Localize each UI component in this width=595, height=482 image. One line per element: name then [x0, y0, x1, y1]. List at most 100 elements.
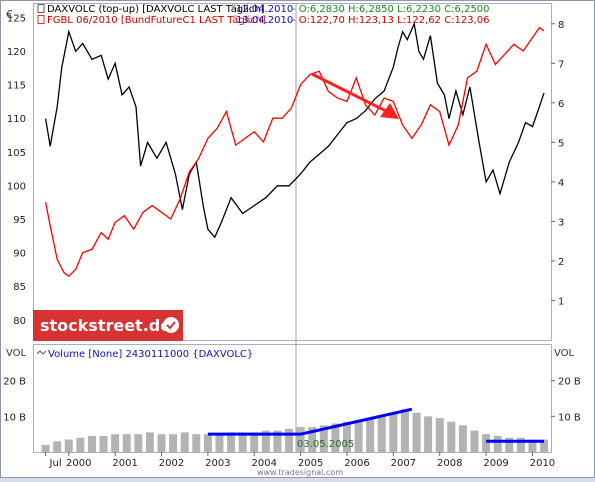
- x-tick-label: 2001: [112, 458, 137, 469]
- x-tick-label: 2002: [159, 458, 184, 469]
- volume-bar: [238, 432, 247, 452]
- volume-bar: [64, 439, 73, 452]
- right-tick-label: 6: [558, 99, 564, 110]
- price-series: [44, 21, 545, 278]
- volume-bar: [435, 418, 444, 452]
- x-tick-label: 2004: [252, 458, 277, 469]
- right-tick-label: 2: [558, 257, 564, 268]
- volume-bar: [285, 428, 294, 452]
- volume-bar: [203, 434, 212, 452]
- volume-bar: [458, 425, 467, 452]
- volume-bar: [76, 437, 85, 452]
- x-axis: Jul 2000 2001 2002 2003 2004 2005 2006 2007 2008 2…: [45, 452, 555, 469]
- volume-bar: [412, 412, 421, 452]
- x-tick-label: 2000: [66, 458, 91, 469]
- legend-marker-daxvolc-icon: [37, 4, 45, 13]
- x-tick-label: 2009: [483, 458, 508, 469]
- currency-unit-label: €: [6, 8, 13, 21]
- vol-tick-label-right: 10 B: [558, 412, 581, 423]
- right-tick-label: 8: [558, 20, 564, 31]
- check-badge-icon: [163, 317, 179, 333]
- series-line-fgbl: [44, 26, 545, 278]
- volume-bar: [145, 432, 154, 452]
- left-tick-label: 120: [7, 47, 26, 58]
- volume-bar: [354, 419, 363, 452]
- volume-trendlines: [207, 407, 545, 443]
- x-tick-label: 2003: [205, 458, 230, 469]
- volume-bar: [540, 439, 549, 452]
- arrow-shaft: [311, 72, 389, 114]
- volume-bar: [389, 412, 398, 452]
- volume-bar: [169, 434, 178, 452]
- left-tick-label: 90: [13, 249, 26, 260]
- x-tick-label: 2007: [391, 458, 416, 469]
- volume-bar: [516, 437, 525, 452]
- legend: DAXVOLC (top-up) [DAXVOLC LAST Täglich] …: [36, 4, 490, 360]
- arrow-head-icon: [380, 103, 399, 119]
- legend-volume: Volume [None] 2430111000 {DAXVOLC}: [48, 349, 253, 360]
- series-line-daxvolc: [44, 21, 545, 239]
- right-tick-label: 4: [558, 178, 564, 189]
- legend-marker-fgbl-icon: [37, 15, 45, 24]
- volume-bar: [366, 418, 375, 452]
- volume-bar: [122, 434, 131, 452]
- footer-source: www.tradesignal.com: [257, 468, 343, 477]
- volume-bar: [87, 435, 96, 452]
- volume-bar: [470, 430, 479, 452]
- volume-bar: [192, 434, 201, 452]
- legend-daxvolc-name: DAXVOLC (top-up) [DAXVOLC LAST Täglich]: [47, 4, 265, 15]
- volume-bar: [41, 444, 50, 452]
- volume-bar: [273, 430, 282, 452]
- volume-bar: [53, 441, 62, 452]
- x-tick-label: 2010: [530, 458, 555, 469]
- logo-text: stockstreet.de: [40, 316, 171, 335]
- annotation-date-label: 03.05.2005: [297, 439, 354, 450]
- volume-bar: [377, 416, 386, 452]
- volume-bars: [41, 409, 549, 452]
- volume-trendline: [300, 407, 413, 436]
- volume-bar: [505, 437, 514, 452]
- volume-bar: [400, 409, 409, 452]
- right-tick-label: 3: [558, 217, 564, 228]
- volume-bar: [180, 432, 189, 452]
- volume-bar: [111, 434, 120, 452]
- price-pane: [33, 3, 552, 341]
- legend-fgbl-date: 13.04.2010: [236, 15, 293, 26]
- left-tick-label: 110: [7, 114, 26, 125]
- legend-daxvolc-quote: - O:6,2830 H:6,2850 L:6,2230 C:6,2500: [292, 4, 490, 15]
- check-mark-icon: [166, 321, 176, 330]
- legend-daxvolc-date: 12.04.2010: [236, 4, 293, 15]
- volume-bar: [342, 421, 351, 452]
- volume-bar: [447, 421, 456, 452]
- volume-bar: [424, 416, 433, 452]
- volume-bar: [296, 427, 305, 452]
- volume-bar: [215, 434, 224, 452]
- vol-label-left: VOL: [6, 348, 27, 359]
- volume-bar: [99, 435, 108, 452]
- right-axis: 8 7 6 5 4 3 2 1: [551, 20, 564, 307]
- volume-bar: [493, 435, 502, 452]
- volume-axis: 20 B 20 B 10 B 10 B: [3, 377, 581, 424]
- left-tick-label: 95: [13, 215, 26, 226]
- left-axis: 125 120 115 110 105 100 95 90 85 80: [7, 13, 26, 326]
- right-tick-label: 1: [558, 296, 564, 307]
- volume-bar: [528, 439, 537, 452]
- x-tick-label: Jul: [49, 458, 62, 469]
- left-tick-label: 100: [7, 181, 26, 192]
- stockstreet-logo: stockstreet.de: [33, 310, 183, 341]
- vol-label-right: VOL: [554, 348, 575, 359]
- volume-bar: [308, 427, 317, 452]
- volume-bar: [482, 434, 491, 452]
- volume-bar: [250, 432, 259, 452]
- vol-tick-label-left: 10 B: [3, 412, 26, 423]
- volume-bar: [134, 434, 143, 452]
- vol-tick-label-left: 20 B: [3, 377, 26, 388]
- x-tick-label: 2006: [344, 458, 369, 469]
- vol-tick-label-right: 20 B: [558, 377, 581, 388]
- left-tick-label: 105: [7, 148, 26, 159]
- right-tick-label: 5: [558, 138, 564, 149]
- volume-bar: [227, 432, 236, 452]
- legend-fgbl-quote: - O:122,70 H:123,13 L:122,62 C:123,06: [292, 15, 490, 26]
